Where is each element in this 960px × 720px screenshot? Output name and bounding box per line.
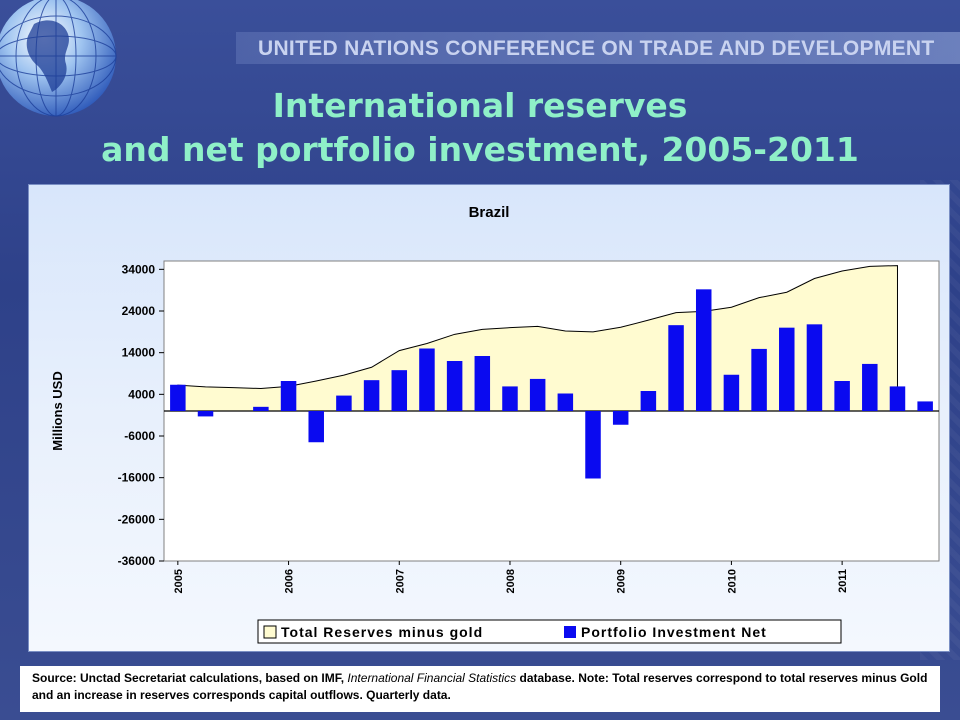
x-tick-label: 2008 [505, 569, 517, 593]
portfolio-bar [834, 381, 850, 411]
chart-panel: Brazil Millions USD 34000 24000 14000 4000 -60… [28, 184, 950, 652]
y-tick-label: -26000 [118, 512, 156, 526]
source-prefix: Source: Unctad Secretariat calculations,… [32, 671, 348, 685]
legend-box [257, 619, 842, 644]
y-tick-label: 14000 [122, 346, 156, 360]
portfolio-bar [640, 391, 657, 411]
y-tick-label: 4000 [128, 387, 155, 401]
portfolio-bar [308, 411, 324, 443]
x-tick-label: 2006 [284, 569, 296, 593]
portfolio-bar [253, 406, 269, 411]
portfolio-bar [170, 384, 186, 411]
portfolio-bar [474, 356, 491, 411]
portfolio-bar [446, 361, 463, 411]
slide-title: International reserves and net portfolio… [60, 84, 900, 172]
y-tick-label: -16000 [118, 471, 156, 485]
portfolio-bar [585, 411, 601, 479]
y-tick-label: -6000 [124, 429, 155, 443]
legend-swatch-portfolio [564, 626, 576, 638]
x-tick-label: 2005 [173, 569, 185, 593]
header-band [236, 32, 960, 64]
source-italic: International Financial Statistics [347, 671, 517, 685]
portfolio-bar [862, 363, 878, 411]
portfolio-bar [779, 327, 795, 411]
portfolio-bar [695, 289, 712, 411]
portfolio-bar [806, 324, 823, 411]
legend-label-reserves: Total Reserves minus gold [281, 624, 483, 640]
portfolio-bar [502, 386, 518, 411]
y-tick-label: -36000 [118, 554, 156, 568]
portfolio-bar [723, 374, 740, 411]
y-tick-label: 34000 [122, 262, 156, 276]
portfolio-bar [280, 381, 297, 411]
portfolio-bar [336, 395, 352, 411]
globe-logo [0, 0, 117, 117]
chart-svg: Brazil Millions USD 34000 24000 14000 4000 -60… [50, 204, 940, 644]
y-tick-label: 24000 [122, 304, 156, 318]
portfolio-bar [889, 386, 906, 411]
portfolio-bar [391, 370, 408, 411]
portfolio-bar [751, 348, 767, 411]
slide-title-line1: International reserves [272, 86, 688, 125]
y-axis-label: Millions USD [50, 371, 65, 450]
x-tick-label: 2010 [726, 569, 738, 593]
portfolio-bar [197, 411, 214, 417]
x-tick-label: 2011 [837, 569, 849, 593]
organization-name: UNITED NATIONS CONFERENCE ON TRADE AND D… [258, 37, 935, 60]
legend-swatch-reserves [263, 625, 277, 639]
source-note: Source: Unctad Secretariat calculations,… [20, 666, 940, 712]
legend-label-portfolio: Portfolio Investment Net [581, 624, 767, 640]
portfolio-bar [917, 401, 933, 411]
portfolio-bar [529, 378, 546, 411]
portfolio-bar [419, 348, 435, 411]
source-suffix: database. Note: Total reserves correspon… [32, 671, 928, 702]
portfolio-bar [612, 411, 629, 425]
slide-title-line2: and net portfolio investment, 2005-2011 [101, 130, 859, 169]
portfolio-bar [557, 393, 574, 411]
portfolio-bar [668, 325, 684, 411]
x-tick-label: 2007 [394, 569, 406, 593]
chart-title: Brazil [469, 204, 510, 221]
x-tick-label: 2009 [616, 569, 628, 593]
portfolio-bar [363, 380, 380, 411]
